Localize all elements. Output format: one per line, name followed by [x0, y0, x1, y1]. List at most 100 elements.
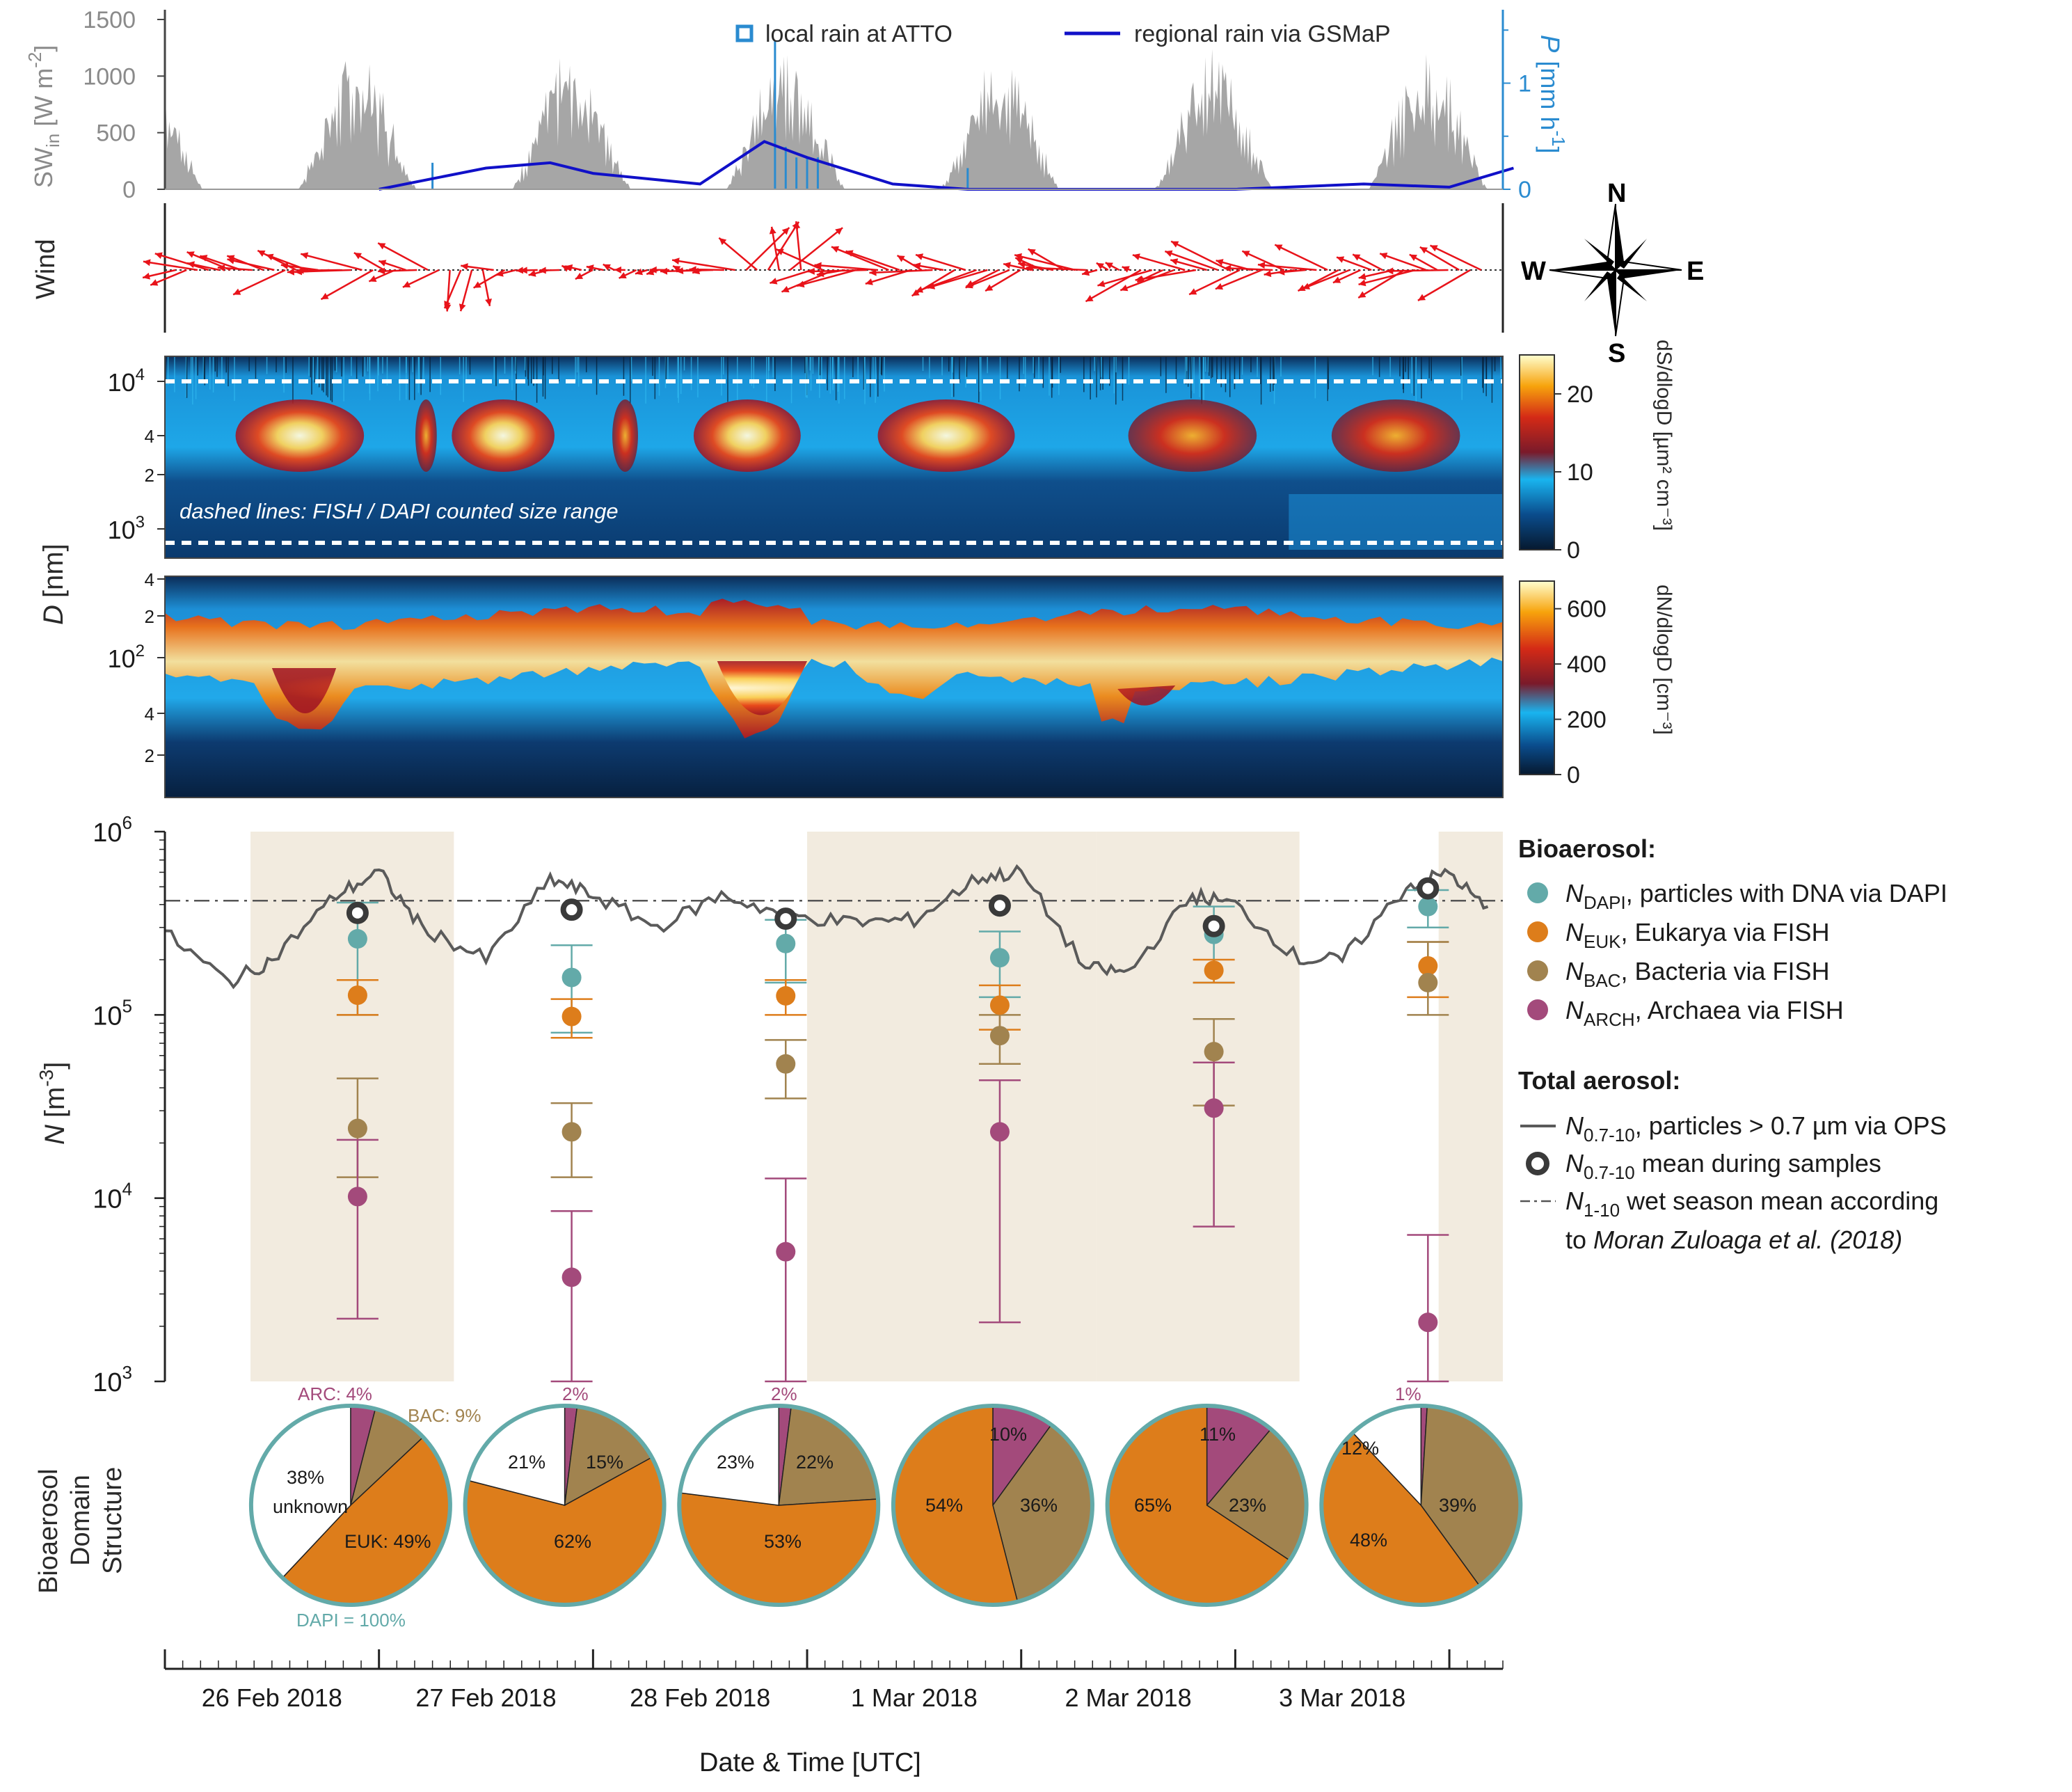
- wind-arrow-head: [1215, 283, 1224, 290]
- legend-bio-title: Bioaerosol:: [1518, 834, 1656, 863]
- legend-rain-label: local rain at ATTO: [765, 21, 953, 47]
- wind-arrow-head: [831, 246, 840, 253]
- ds-hot-regions: [235, 399, 1460, 472]
- point-dapi: [347, 929, 367, 949]
- wind-arrow-head: [1216, 259, 1224, 266]
- wind-arrow-head: [869, 269, 877, 276]
- sw-y-ticks: 0 500 1000 1500: [83, 7, 165, 203]
- sw-tick-label: 1500: [83, 7, 136, 33]
- compass-n: N: [1607, 179, 1626, 208]
- wind-arrow: [1358, 269, 1416, 286]
- ds-colorbar-ticks: 0 10 20: [1554, 381, 1593, 564]
- legend-ops: N0.7-10, particles > 0.7 µm via OPS: [1565, 1111, 1947, 1145]
- n-tick-label: 105: [93, 995, 132, 1031]
- wind-arrow: [965, 269, 1010, 289]
- pie-rim: [1319, 1404, 1523, 1607]
- ds-hot-region: [452, 399, 555, 472]
- wind-arrow-head: [1085, 294, 1094, 302]
- point-ops-mean: [346, 901, 369, 924]
- legend-bac-marker: [1527, 960, 1548, 981]
- wind-arrow: [1224, 267, 1273, 271]
- point-bac: [776, 1054, 796, 1074]
- point-ops-mean: [1202, 914, 1225, 937]
- wind-arrow: [1379, 253, 1427, 271]
- pie-rim: [248, 1404, 452, 1607]
- dn-cbar-tick-label: 200: [1567, 707, 1607, 734]
- wind-label: Wind: [31, 239, 61, 299]
- dn-colorbar-ticks: 0 200 400 600: [1554, 596, 1607, 788]
- dn-colorbar: [1519, 580, 1555, 775]
- wind-arrow-head: [911, 289, 920, 296]
- local-rain-bars: [431, 40, 969, 189]
- wind-arrow-head: [586, 264, 594, 271]
- wind-arrow-head: [1358, 273, 1366, 280]
- wind-arrow-head: [1257, 262, 1266, 269]
- ds-tick-label: 104: [108, 365, 145, 397]
- sample-window: [1438, 832, 1503, 1381]
- wind-arrow-head: [539, 267, 546, 274]
- pie3-unknown: 23%: [717, 1452, 754, 1473]
- wind-arrow-head: [1122, 266, 1130, 273]
- wind-arrow-head: [1165, 250, 1173, 257]
- legend-arch: NARCH, Archaea via FISH: [1565, 996, 1844, 1030]
- wind-arrow-head: [353, 253, 362, 260]
- dn-cbar-tick-label: 400: [1567, 651, 1607, 678]
- sw-in-day-5: [939, 69, 1060, 189]
- wind-arrow-head: [689, 266, 696, 273]
- wind-arrow-head: [227, 257, 235, 264]
- wind-arrow-head: [1189, 288, 1197, 295]
- wind-arrow-head: [1386, 267, 1394, 275]
- wind-arrow-head: [1224, 264, 1232, 272]
- wind-arrow-head: [672, 257, 680, 265]
- dn-cbar-tick-label: 0: [1567, 762, 1580, 788]
- sw-in-day-6: [1154, 49, 1274, 190]
- wind-arrow-head: [865, 278, 873, 285]
- legend-gsmap-label: regional rain via GSMaP: [1134, 21, 1391, 47]
- pie-1: [248, 1404, 452, 1607]
- wind-arrow-head: [520, 267, 527, 274]
- wind-arrow-head: [1120, 284, 1129, 292]
- rain-tick-label: 1: [1518, 71, 1531, 97]
- wind-arrow: [377, 242, 429, 271]
- wind-arrow: [459, 269, 473, 312]
- wind-arrow: [1170, 240, 1229, 271]
- wind-arrow-head: [1014, 253, 1023, 260]
- sw-in-area-series: [165, 49, 1488, 190]
- pie-rim: [891, 1404, 1094, 1607]
- wind-arrow-head: [1417, 294, 1426, 301]
- legend-wet-ref: to Moran Zuloaga et al. (2018): [1565, 1226, 1902, 1254]
- ds-note: dashed lines: FISH / DAPI counted size r…: [180, 499, 619, 523]
- wind-arrow-head: [1135, 275, 1143, 283]
- wind-arrow: [1215, 269, 1262, 290]
- wind-arrow: [1417, 269, 1471, 301]
- point-euk: [347, 985, 367, 1006]
- compass-s: S: [1608, 339, 1625, 368]
- x-tick-label: 28 Feb 2018: [630, 1683, 770, 1712]
- legend-dapi-marker: [1527, 882, 1548, 903]
- wind-arrow-head: [781, 285, 790, 293]
- ds-cbar-tick-label: 0: [1567, 537, 1580, 564]
- wind-arrow: [1257, 264, 1317, 271]
- n-tick-label: 106: [93, 812, 132, 848]
- wind-arrow-head: [1419, 246, 1428, 254]
- x-tick-label: 3 Mar 2018: [1279, 1683, 1405, 1712]
- point-euk: [1418, 956, 1438, 976]
- wind-arrow-head: [1298, 284, 1306, 291]
- compass-w: W: [1521, 257, 1546, 286]
- wind-arrow: [745, 227, 790, 271]
- wind-arrow-head: [301, 252, 309, 260]
- wind-arrow: [767, 221, 800, 271]
- wind-arrow: [845, 250, 900, 271]
- wind-arrow-head: [719, 237, 727, 246]
- wind-arrow: [831, 246, 889, 271]
- legend-total-title: Total aerosol:: [1518, 1066, 1680, 1095]
- pie1-unknown-label: unknown: [273, 1496, 348, 1517]
- dn-lower-modes: [271, 661, 1176, 715]
- wind-arrow-head: [835, 228, 843, 235]
- wind-arrow-head: [845, 250, 854, 257]
- wind-arrow-head: [150, 279, 159, 286]
- wind-arrow: [1097, 269, 1153, 287]
- wind-arrow-head: [1332, 276, 1341, 283]
- wind-arrow: [199, 255, 242, 271]
